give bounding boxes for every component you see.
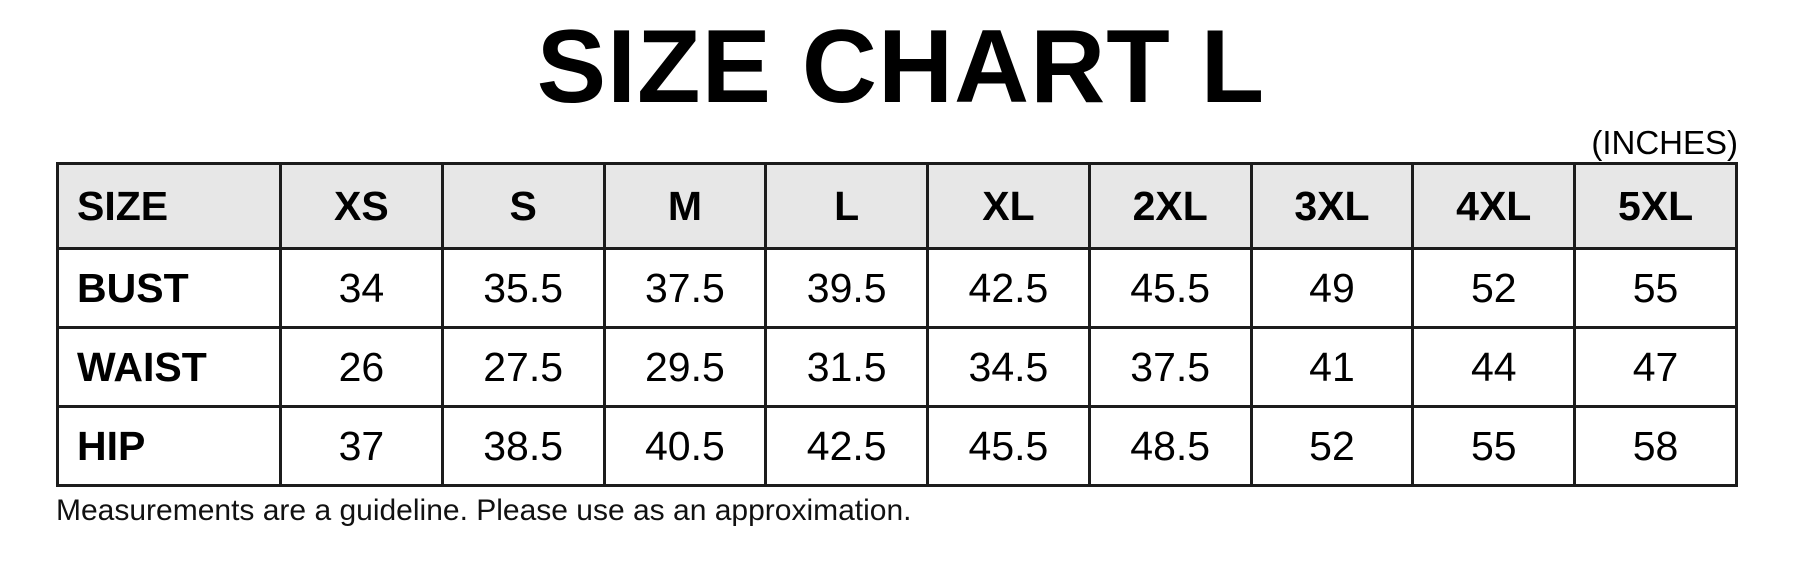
table-header-cell: M bbox=[602, 162, 768, 251]
table-header-cell: 5XL bbox=[1573, 162, 1738, 251]
value-cell: 47 bbox=[1573, 326, 1738, 409]
table-header-cell: S bbox=[440, 162, 606, 251]
table-header-cell: 3XL bbox=[1249, 162, 1415, 251]
value-cell: 52 bbox=[1411, 247, 1577, 330]
value-cell: 37.5 bbox=[1087, 326, 1253, 409]
table-row: HIP 37 38.5 40.5 42.5 45.5 48.5 52 55 58 bbox=[56, 405, 1738, 488]
value-cell: 37.5 bbox=[602, 247, 768, 330]
footnote: Measurements are a guideline. Please use… bbox=[56, 494, 912, 528]
value-cell: 42.5 bbox=[764, 405, 930, 488]
table-header-cell: XS bbox=[279, 162, 444, 251]
value-cell: 37 bbox=[279, 405, 444, 488]
value-cell: 42.5 bbox=[926, 247, 1091, 330]
value-cell: 55 bbox=[1573, 247, 1738, 330]
value-cell: 52 bbox=[1249, 405, 1415, 488]
table-row: WAIST 26 27.5 29.5 31.5 34.5 37.5 41 44 47 bbox=[56, 326, 1738, 409]
units-label: (INCHES) bbox=[1591, 124, 1738, 162]
page-title: SIZE CHART L bbox=[536, 9, 1266, 125]
value-cell: 31.5 bbox=[764, 326, 930, 409]
value-cell: 40.5 bbox=[602, 405, 768, 488]
table-header-cell: 2XL bbox=[1087, 162, 1253, 251]
value-cell: 27.5 bbox=[440, 326, 606, 409]
size-chart-table: SIZE XS S M L XL 2XL 3XL 4XL 5XL BUST 34 35.5 37.5 39… bbox=[56, 162, 1738, 488]
table-header-row: SIZE XS S M L XL 2XL 3XL 4XL 5XL bbox=[56, 162, 1738, 251]
table-header: SIZE XS S M L XL 2XL 3XL 4XL 5XL bbox=[56, 162, 1738, 251]
value-cell: 34.5 bbox=[926, 326, 1091, 409]
table-header-cell: 4XL bbox=[1411, 162, 1577, 251]
value-cell: 44 bbox=[1411, 326, 1577, 409]
table-header-cell: XL bbox=[926, 162, 1091, 251]
table-row: BUST 34 35.5 37.5 39.5 42.5 45.5 49 52 55 bbox=[56, 247, 1738, 330]
value-cell: 38.5 bbox=[440, 405, 606, 488]
value-cell: 58 bbox=[1573, 405, 1738, 488]
value-cell: 45.5 bbox=[1087, 247, 1253, 330]
value-cell: 26 bbox=[279, 326, 444, 409]
table-body: BUST 34 35.5 37.5 39.5 42.5 45.5 49 52 55 WAIST 26 2… bbox=[56, 247, 1738, 488]
value-cell: 29.5 bbox=[602, 326, 768, 409]
row-label-cell: HIP bbox=[56, 405, 282, 488]
value-cell: 48.5 bbox=[1087, 405, 1253, 488]
row-label-cell: WAIST bbox=[56, 326, 282, 409]
value-cell: 35.5 bbox=[440, 247, 606, 330]
value-cell: 41 bbox=[1249, 326, 1415, 409]
value-cell: 39.5 bbox=[764, 247, 930, 330]
value-cell: 49 bbox=[1249, 247, 1415, 330]
table-header-cell: L bbox=[764, 162, 930, 251]
value-cell: 45.5 bbox=[926, 405, 1091, 488]
value-cell: 55 bbox=[1411, 405, 1577, 488]
table-corner-cell: SIZE bbox=[56, 162, 282, 251]
value-cell: 34 bbox=[279, 247, 444, 330]
row-label-cell: BUST bbox=[56, 247, 282, 330]
